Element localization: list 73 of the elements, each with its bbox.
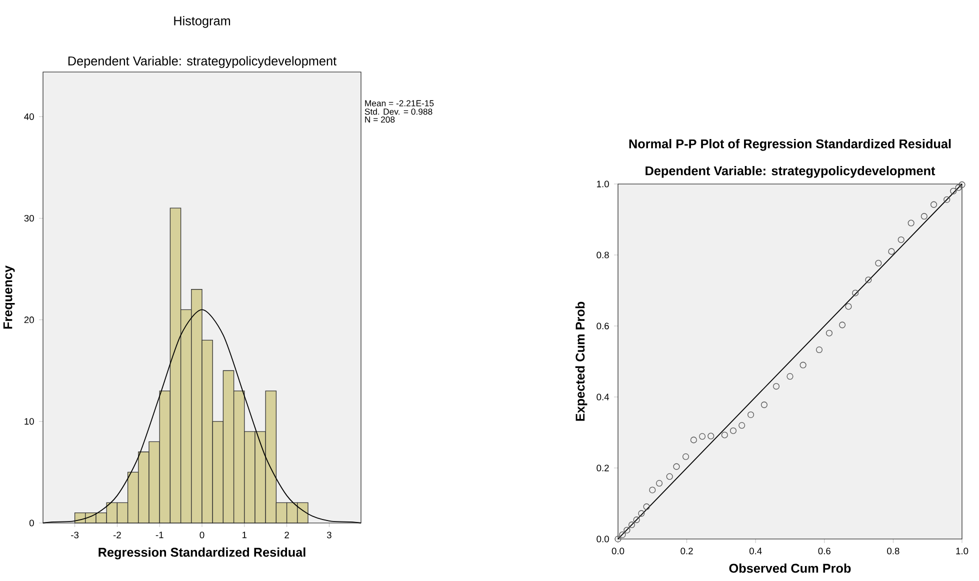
x-tick-label: 3 xyxy=(326,532,332,538)
y-tick-label: 30 xyxy=(24,214,34,222)
x-tick-label: 1.0 xyxy=(956,548,968,554)
x-tick-label: 0.6 xyxy=(818,548,830,554)
point xyxy=(649,486,656,494)
y-axis-title: Expected Cum Prob xyxy=(575,302,588,421)
point xyxy=(690,436,697,444)
point xyxy=(738,422,746,429)
point xyxy=(628,522,636,528)
y-tick-label: 0.6 xyxy=(596,322,609,330)
point xyxy=(748,411,754,418)
point xyxy=(666,473,673,480)
x-tick-label: 2 xyxy=(284,532,289,538)
x-tick-label: -2 xyxy=(113,532,121,538)
y-tick-label: 1.0 xyxy=(597,180,609,188)
point xyxy=(619,531,626,538)
x-tick-label: 0.2 xyxy=(680,548,693,554)
chart-title: Normal P-P Plot of Regression Standardized Residual xyxy=(629,139,951,151)
point xyxy=(920,213,928,220)
point xyxy=(721,432,728,438)
point xyxy=(633,516,640,524)
point xyxy=(826,330,832,336)
x-axis-title: Regression Standardized Residual xyxy=(98,547,306,560)
x-tick-label: -1 xyxy=(156,532,164,538)
x-tick-label: 0.0 xyxy=(612,548,624,554)
text: Std. Dev. = 0.988 xyxy=(364,108,432,115)
y-tick-label: 10 xyxy=(24,418,34,425)
y-tick-label: 20 xyxy=(24,316,34,324)
point xyxy=(852,290,859,296)
point xyxy=(888,248,895,255)
y-axis-title: Frequency xyxy=(3,266,15,329)
chart-title: Histogram xyxy=(174,16,230,28)
text: N = 208 xyxy=(365,116,395,123)
point xyxy=(950,188,957,194)
point xyxy=(800,362,806,368)
y-tick-label: 0 xyxy=(29,520,34,526)
y-tick-label: 0.8 xyxy=(596,252,609,258)
text: Mean = -2.21E-15 xyxy=(365,100,434,106)
point xyxy=(656,480,663,487)
point xyxy=(786,373,794,380)
point xyxy=(760,402,768,408)
point xyxy=(638,510,645,517)
point xyxy=(699,433,706,440)
point xyxy=(930,201,938,208)
y-tick-label: 40 xyxy=(24,113,34,120)
y-tick-label: 0.2 xyxy=(596,464,609,472)
point xyxy=(955,184,962,191)
point xyxy=(875,260,882,266)
point xyxy=(845,303,852,310)
point xyxy=(643,503,650,510)
point xyxy=(944,196,950,203)
y-tick-label: 0.4 xyxy=(596,394,610,400)
point xyxy=(839,322,846,328)
point xyxy=(708,432,714,440)
point xyxy=(673,463,680,470)
point xyxy=(614,536,622,542)
chart-subtitle: Dependent Variable: strategypolicydevelopment xyxy=(68,56,336,68)
x-tick-label: 0.4 xyxy=(749,548,762,554)
x-tick-label: 0 xyxy=(200,532,204,538)
point xyxy=(816,346,823,354)
x-axis-title: Observed Cum Prob xyxy=(729,563,851,573)
point xyxy=(682,453,690,460)
chart-subtitle: Dependent Variable: strategypolicydevelopment xyxy=(646,166,936,178)
point xyxy=(772,383,780,390)
point xyxy=(730,427,737,434)
point xyxy=(908,220,914,226)
point xyxy=(958,181,966,188)
point xyxy=(624,526,630,534)
x-tick-label: -3 xyxy=(71,532,79,538)
point xyxy=(898,236,904,243)
x-tick-label: 0.8 xyxy=(887,548,900,554)
x-tick-label: 1 xyxy=(242,532,247,538)
point xyxy=(865,276,872,284)
